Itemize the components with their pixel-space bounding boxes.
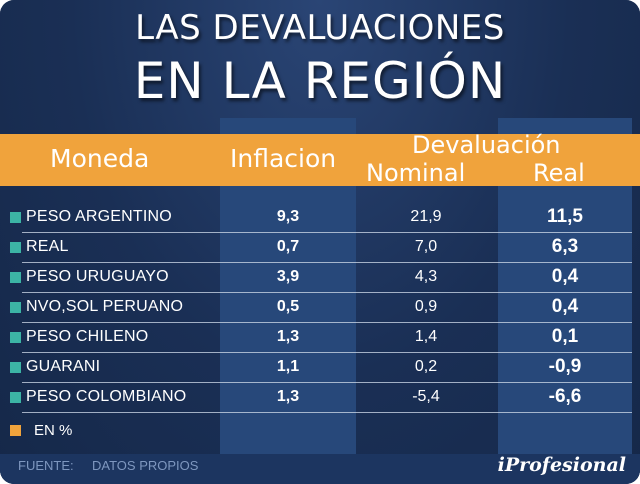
- table-row: PESO COLOMBIANO 1,3 -5,4 -6,6: [0, 383, 640, 413]
- row-nominal: 7,0: [414, 238, 438, 255]
- row-inflacion: 0,7: [276, 238, 300, 255]
- table-row: GUARANI 1,1 0,2 -0,9: [0, 353, 640, 383]
- table-row: PESO CHILENO 1,3 1,4 0,1: [0, 323, 640, 353]
- row-bullet-icon: [10, 332, 21, 343]
- row-nominal: -5,4: [412, 388, 440, 405]
- row-bullet-icon: [10, 392, 21, 403]
- row-inflacion: 0,5: [276, 298, 300, 315]
- row-inflacion: 3,9: [276, 268, 300, 285]
- table-row: PESO URUGUAYO 3,9 4,3 0,4: [0, 263, 640, 293]
- row-divider: [22, 352, 632, 353]
- footer-bar: [0, 454, 640, 484]
- row-divider: [22, 232, 632, 233]
- row-real: 0,4: [551, 296, 579, 317]
- row-divider: [22, 292, 632, 293]
- table-row: NVO,SOL PERUANO 0,5 0,9 0,4: [0, 293, 640, 323]
- title-line-1: LAS DEVALUACIONES: [135, 8, 505, 48]
- row-real: 11,5: [547, 206, 583, 227]
- row-divider: [22, 262, 632, 263]
- row-bullet-icon: [10, 272, 21, 283]
- footer-source-label: FUENTE:: [18, 458, 74, 473]
- row-bullet-icon: [10, 362, 21, 373]
- row-nominal: 1,4: [414, 328, 438, 345]
- row-moneda: NVO,SOL PERUANO: [26, 298, 184, 315]
- header-moneda: Moneda: [50, 144, 150, 173]
- row-moneda: PESO COLOMBIANO: [26, 388, 187, 405]
- row-inflacion: 1,1: [276, 358, 300, 375]
- header-nominal: Nominal: [366, 159, 466, 187]
- header-real: Real: [533, 159, 585, 187]
- legend-text: EN %: [34, 422, 73, 439]
- row-nominal: 4,3: [414, 268, 438, 285]
- row-inflacion: 9,3: [276, 208, 300, 225]
- row-inflacion: 1,3: [276, 388, 300, 405]
- footer-source-value: DATOS PROPIOS: [92, 458, 199, 473]
- row-real: 0,1: [551, 326, 579, 347]
- header-inflacion: Inflacion: [230, 144, 337, 173]
- table-header-bar: [0, 134, 640, 186]
- row-real: 6,3: [551, 236, 579, 257]
- row-nominal: 21,9: [410, 208, 442, 225]
- row-moneda: REAL: [26, 238, 69, 255]
- row-real: 0,4: [551, 266, 579, 287]
- row-inflacion: 1,3: [276, 328, 300, 345]
- row-bullet-icon: [10, 212, 21, 223]
- table-row: REAL 0,7 7,0 6,3: [0, 233, 640, 263]
- row-divider: [22, 322, 632, 323]
- row-divider: [22, 412, 632, 413]
- row-real: -6,6: [548, 386, 582, 407]
- legend-square-icon: [10, 425, 21, 436]
- row-divider: [22, 382, 632, 383]
- row-moneda: GUARANI: [26, 358, 101, 375]
- row-real: -0,9: [548, 356, 582, 377]
- row-moneda: PESO CHILENO: [26, 328, 149, 345]
- header-devaluacion: Devaluación: [412, 131, 561, 159]
- row-nominal: 0,2: [414, 358, 438, 375]
- row-bullet-icon: [10, 302, 21, 313]
- row-moneda: PESO ARGENTINO: [26, 208, 172, 225]
- row-moneda: PESO URUGUAYO: [26, 268, 169, 285]
- row-nominal: 0,9: [414, 298, 438, 315]
- title-line-2: EN LA REGIÓN: [133, 52, 507, 110]
- row-bullet-icon: [10, 242, 21, 253]
- table-row: PESO ARGENTINO 9,3 21,9 11,5: [0, 203, 640, 233]
- brand-logo: iProfesional: [497, 454, 626, 476]
